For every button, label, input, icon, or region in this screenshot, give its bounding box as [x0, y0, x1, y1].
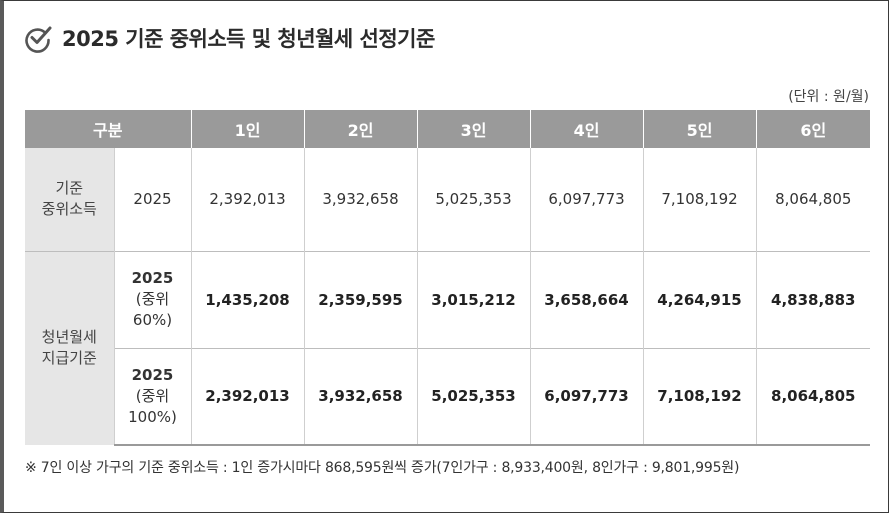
category-label: 청년월세 — [41, 327, 97, 346]
value-cell: 2,392,013 — [190, 148, 305, 251]
value-cell: 6,097,773 — [529, 347, 644, 446]
page-title: 2025 기준 중위소득 및 청년월세 선정기준 — [62, 27, 435, 51]
value-cell: 1,435,208 — [190, 250, 305, 348]
value-cell: 7,108,192 — [642, 347, 757, 446]
ratio-label: (중위 — [135, 386, 170, 405]
category-label: 중위소득 — [41, 200, 97, 219]
footnote: ※ 7인 이상 가구의 기준 중위소득 : 1인 증가시마다 868,595원씩… — [25, 460, 740, 476]
year-cell: 2025 (중위 60%) — [113, 250, 192, 348]
table-row: 기준 중위소득 2025 2,392,013 3,932,658 5,025,3… — [25, 148, 871, 251]
ratio-label: 60%) — [132, 311, 173, 329]
header-col-6: 6인 — [755, 110, 871, 148]
header-col-5: 5인 — [642, 110, 757, 148]
table-row: 2025 (중위 100%) 2,392,013 3,932,658 5,025… — [25, 347, 871, 446]
value-cell: 2,392,013 — [190, 347, 305, 446]
category-label: 기준 — [55, 178, 84, 197]
year-label: 2025 — [131, 269, 174, 287]
value-cell: 3,658,664 — [529, 250, 644, 348]
income-criteria-table: 구분 1인 2인 3인 4인 5인 6인 기준 중위소득 2025 2,392,… — [25, 110, 871, 446]
year-label: 2025 — [131, 365, 174, 384]
ratio-label: 100%) — [128, 407, 177, 426]
table-header-row: 구분 1인 2인 3인 4인 5인 6인 — [25, 110, 871, 148]
header-col-2: 2인 — [303, 110, 418, 148]
value-cell: 5,025,353 — [416, 347, 531, 446]
value-cell: 6,097,773 — [529, 148, 644, 251]
header-col-4: 4인 — [529, 110, 644, 148]
value-cell: 5,025,353 — [416, 148, 531, 251]
category-cell: 청년월세 지급기준 — [25, 250, 114, 445]
header-col-3: 3인 — [416, 110, 531, 148]
ratio-label: (중위 — [135, 290, 170, 308]
value-cell: 4,264,915 — [642, 250, 757, 348]
value-cell: 7,108,192 — [642, 148, 757, 251]
check-circle-icon — [22, 22, 54, 54]
value-cell: 8,064,805 — [755, 347, 871, 446]
header-category: 구분 — [25, 110, 192, 148]
value-cell: 3,015,212 — [416, 250, 531, 348]
section-header: 2025 기준 중위소득 및 청년월세 선정기준 — [22, 22, 435, 54]
category-cell: 기준 중위소득 — [25, 148, 114, 251]
value-cell: 8,064,805 — [755, 148, 871, 251]
value-cell: 2,359,595 — [303, 250, 418, 348]
unit-note: (단위 : 원/월) — [788, 89, 869, 105]
value-cell: 4,838,883 — [755, 250, 871, 348]
year-cell: 2025 — [113, 148, 192, 251]
header-col-1: 1인 — [190, 110, 305, 148]
value-cell: 3,932,658 — [303, 148, 418, 251]
year-label: 2025 — [133, 189, 172, 208]
value-cell: 3,932,658 — [303, 347, 418, 446]
table-row: 청년월세 지급기준 2025 (중위 60%) 1,435,208 2,359,… — [25, 250, 871, 445]
year-cell: 2025 (중위 100%) — [113, 347, 192, 446]
category-label: 지급기준 — [41, 349, 97, 368]
